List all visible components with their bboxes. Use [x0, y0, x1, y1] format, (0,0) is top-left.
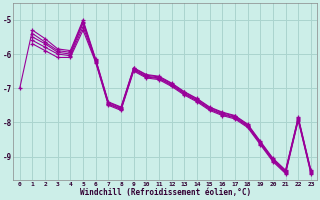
X-axis label: Windchill (Refroidissement éolien,°C): Windchill (Refroidissement éolien,°C) [80, 188, 251, 197]
